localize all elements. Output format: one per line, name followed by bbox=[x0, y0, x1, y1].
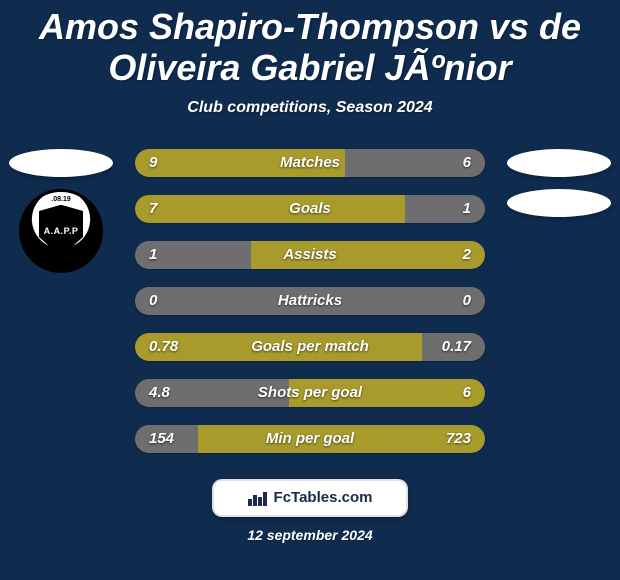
stat-bars: Matches96 Goals71 Assists12 Hattricks00 Goal… bbox=[135, 149, 485, 453]
stat-bar-left bbox=[135, 241, 251, 269]
stat-row: Assists12 bbox=[135, 241, 485, 269]
player-name-pill-right-2 bbox=[507, 189, 611, 217]
stat-bar-right bbox=[289, 379, 485, 407]
stat-row: Hattricks00 bbox=[135, 287, 485, 315]
club-logo-text: A.A.P.P bbox=[44, 226, 79, 236]
right-player-column bbox=[504, 149, 614, 217]
comparison-card: Amos Shapiro-Thompson vs de Oliveira Gab… bbox=[0, 0, 620, 580]
player-name-pill-right-1 bbox=[507, 149, 611, 177]
club-logo-arc-text: .08.19 bbox=[51, 196, 70, 203]
subtitle: Club competitions, Season 2024 bbox=[0, 99, 620, 117]
player-name-pill-left bbox=[9, 149, 113, 177]
left-player-column: .08.19 A.A.P.P bbox=[6, 149, 116, 273]
stat-bar-right bbox=[198, 425, 485, 453]
content-area: .08.19 A.A.P.P Matches96 Goals71 Assists12… bbox=[0, 149, 620, 453]
stat-bar-left bbox=[135, 287, 310, 315]
club-shield-icon: A.A.P.P bbox=[39, 205, 83, 257]
stat-bar-right bbox=[405, 195, 486, 223]
stat-row: Goals71 bbox=[135, 195, 485, 223]
brand-badge: FcTables.com bbox=[212, 479, 408, 517]
stat-bar-right bbox=[251, 241, 486, 269]
brand-text: FcTables.com bbox=[274, 489, 373, 506]
stat-row: Shots per goal4.86 bbox=[135, 379, 485, 407]
page-title: Amos Shapiro-Thompson vs de Oliveira Gab… bbox=[0, 6, 620, 89]
stat-row: Goals per match0.780.17 bbox=[135, 333, 485, 361]
stat-row: Min per goal154723 bbox=[135, 425, 485, 453]
stat-bar-left bbox=[135, 149, 345, 177]
club-logo-left: .08.19 A.A.P.P bbox=[19, 189, 103, 273]
stat-bar-left bbox=[135, 333, 422, 361]
stat-bar-right bbox=[345, 149, 485, 177]
date-text: 12 september 2024 bbox=[0, 527, 620, 543]
stat-bar-right bbox=[310, 287, 485, 315]
stat-bar-left bbox=[135, 425, 198, 453]
chart-icon bbox=[248, 490, 268, 506]
stat-bar-left bbox=[135, 195, 405, 223]
stat-bar-right bbox=[422, 333, 485, 361]
stat-row: Matches96 bbox=[135, 149, 485, 177]
stat-bar-left bbox=[135, 379, 289, 407]
